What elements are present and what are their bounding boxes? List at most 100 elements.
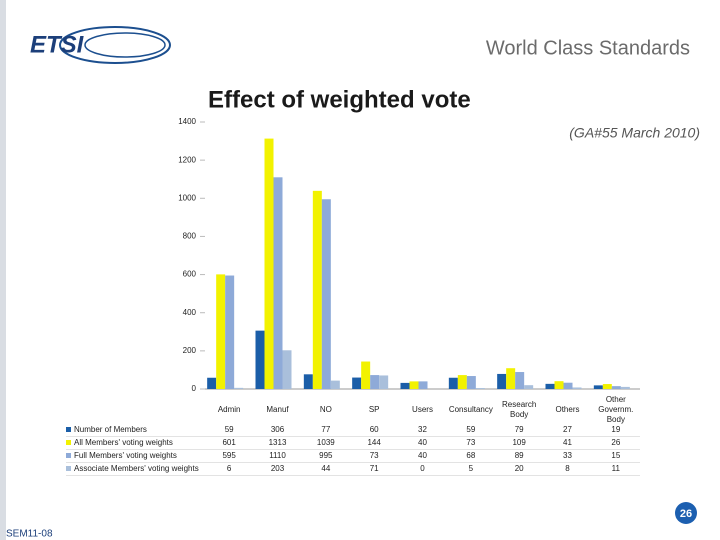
table-cell: 68 (466, 451, 476, 460)
legend-swatch (66, 440, 71, 445)
bar (545, 383, 555, 389)
legend-label: Full Members' voting weights (74, 451, 177, 460)
page-number: 26 (680, 508, 692, 520)
category-label: Others (555, 405, 580, 414)
category-label: Admin (217, 405, 241, 414)
table-cell: 20 (514, 464, 524, 473)
table-cell: 44 (321, 464, 331, 473)
table-cell: 601 (222, 438, 236, 447)
table-cell: 109 (512, 438, 526, 447)
table-cell: 73 (466, 438, 476, 447)
table-cell: 59 (224, 425, 234, 434)
category-label: Manuf (266, 405, 289, 414)
legend-entry: Full Members' voting weights (66, 451, 177, 460)
bar (379, 375, 389, 389)
bar (321, 199, 331, 389)
table-cell: 203 (270, 464, 285, 473)
legend-label: All Members' voting weights (74, 438, 173, 447)
table-cell: 5 (468, 464, 474, 473)
slogan: World Class Standards (486, 37, 690, 59)
legend-entry: Number of Members (66, 425, 147, 434)
bar (400, 382, 410, 389)
logo-ring (59, 26, 171, 64)
table-cell: 144 (367, 438, 381, 447)
bar (602, 384, 612, 389)
table-rule (66, 449, 640, 450)
bar (515, 372, 525, 389)
category-label: SP (368, 405, 380, 414)
legend-label: Associate Members' voting weights (74, 464, 199, 473)
bar (475, 388, 485, 389)
bar (370, 375, 380, 389)
table-cell: 40 (418, 451, 427, 460)
table-cell: 40 (418, 438, 427, 447)
table-cell: 89 (514, 451, 524, 460)
footer-code: SEM11-08 (6, 529, 53, 540)
category-label: NO (319, 405, 332, 414)
table-rule (66, 436, 640, 437)
bar (497, 373, 507, 389)
table-cell: 26 (611, 438, 621, 447)
table-cell: 73 (369, 451, 379, 460)
bar (330, 380, 340, 389)
bar (563, 382, 573, 389)
table-cell: 33 (563, 451, 572, 460)
table-cell: 995 (319, 451, 333, 460)
bar (409, 381, 419, 389)
bar (448, 377, 458, 389)
table-cell: 6 (226, 464, 232, 473)
table-cell: 71 (369, 464, 379, 473)
table-cell: 1110 (269, 451, 286, 460)
y-tick-label: 600 (183, 270, 197, 279)
bar (264, 138, 274, 389)
chart-title: Effect of weighted vote (208, 86, 471, 113)
bar (273, 177, 283, 389)
legend-label: Number of Members (74, 425, 147, 434)
bar (207, 377, 217, 389)
chart-subtitle: (GA#55 March 2010) (569, 125, 700, 141)
y-tick-label: 1200 (178, 155, 196, 164)
bar (554, 381, 564, 389)
table-cell: 32 (418, 425, 427, 434)
bar (234, 387, 244, 389)
y-tick-label: 800 (183, 232, 197, 241)
table-cell: 19 (611, 425, 621, 434)
bar (620, 386, 630, 389)
y-tick-label: 400 (183, 308, 197, 317)
legend-swatch (66, 427, 71, 432)
table-cell: 15 (611, 451, 621, 460)
bar (506, 368, 516, 389)
bar (312, 190, 322, 389)
page-badge (675, 502, 697, 524)
table-cell: 60 (369, 425, 379, 434)
logo-text: ETSI (30, 31, 85, 58)
bar (524, 385, 534, 389)
bar (282, 350, 292, 389)
legend-entry: All Members' voting weights (66, 438, 173, 447)
table-cell: 11 (611, 464, 620, 473)
bar (361, 361, 371, 389)
bar (216, 274, 226, 389)
y-tick-label: 200 (183, 346, 197, 355)
side-band (0, 0, 6, 540)
bar (225, 275, 235, 389)
legend-swatch (66, 466, 71, 471)
table-cell: 8 (565, 464, 570, 473)
y-tick-label: 0 (192, 384, 197, 393)
table-cell: 41 (563, 438, 572, 447)
table-cell: 27 (563, 425, 572, 434)
category-label: Research Body (502, 400, 537, 419)
table-cell: 595 (222, 451, 236, 460)
legend-entry: Associate Members' voting weights (66, 464, 199, 473)
bar (255, 330, 265, 389)
table-cell: 79 (514, 425, 524, 434)
table-cell: 59 (466, 425, 476, 434)
table-cell: 306 (270, 425, 285, 434)
y-tick-label: 1000 (178, 193, 196, 202)
bar (466, 376, 476, 389)
table-rule (66, 462, 640, 463)
logo-ring (84, 32, 166, 58)
table-cell: 77 (321, 425, 331, 434)
